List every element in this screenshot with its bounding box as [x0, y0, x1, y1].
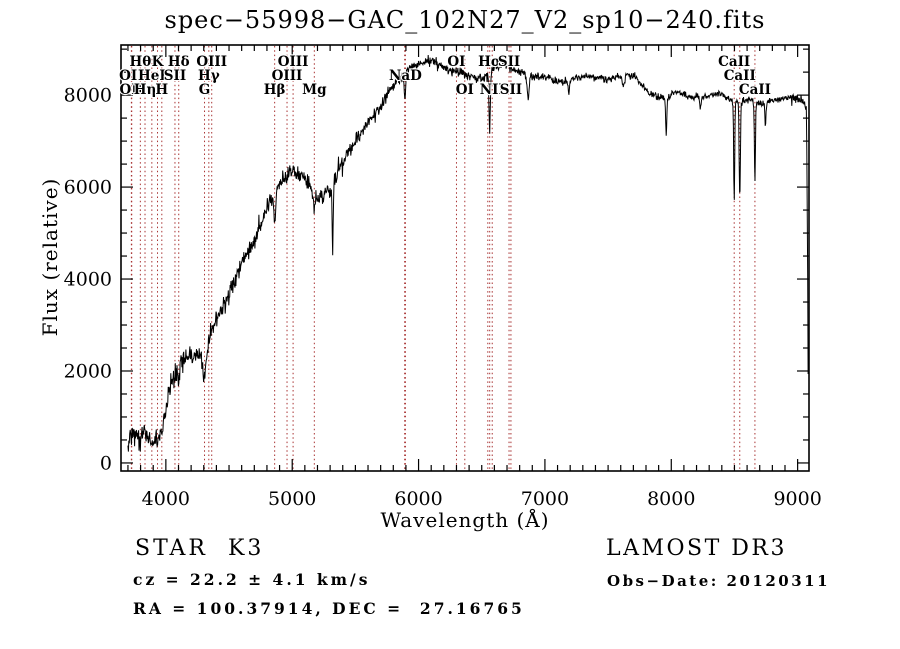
- spectral-line-label: SII: [500, 82, 522, 98]
- spectral-line-label: Hθ: [129, 54, 151, 70]
- spectral-line-label: OIII: [272, 68, 303, 84]
- spectral-line-label: OIII: [196, 54, 227, 70]
- spectral-line-label: OII: [120, 82, 144, 98]
- spectral-line-label: OI: [456, 82, 474, 98]
- classification-text: STAR K3: [135, 536, 265, 561]
- spectral-line-label: Mg: [302, 82, 327, 98]
- spectral-line-label: K: [152, 54, 165, 70]
- plot-frame: [120, 44, 810, 472]
- page-title: spec−55998−GAC_102N27_V2_sp10−240.fits: [164, 6, 766, 34]
- spectral-line-label: CaII: [724, 68, 756, 84]
- x-tick-label: 7000: [521, 488, 569, 510]
- spectral-line-label: Hδ: [168, 54, 190, 70]
- spectral-line-label: CaII: [739, 82, 771, 98]
- spectral-line-label: SII: [164, 68, 186, 84]
- spectral-line-label: Hβ: [264, 82, 286, 98]
- y-tick-label: 4000: [64, 269, 112, 291]
- radial-velocity-text: cz = 22.2 ± 4.1 km/s: [133, 570, 371, 589]
- spectral-line-label: G: [199, 82, 211, 98]
- x-tick-label: 9000: [773, 488, 821, 510]
- x-tick-label: 5000: [268, 488, 316, 510]
- coordinates-text: RA = 100.37914, DEC = 27.16765: [133, 599, 525, 618]
- spectral-line-label: OII: [119, 68, 143, 84]
- spectral-line-label: NII: [480, 82, 505, 98]
- spectral-line-label: OIII: [278, 54, 309, 70]
- spectral-line-label: HeI: [138, 68, 166, 84]
- survey-release-text: LAMOST DR3: [606, 536, 787, 561]
- y-tick-label: 6000: [64, 177, 112, 199]
- spectral-line-label: SII: [498, 54, 520, 70]
- spectrum-line: [127, 54, 809, 452]
- y-tick-label: 0: [100, 452, 112, 474]
- x-axis-label: Wavelength (Å): [380, 508, 550, 532]
- x-tick-label: 8000: [647, 488, 695, 510]
- spectral-line-label: Hγ: [198, 68, 220, 84]
- spectral-line-label: Hη: [134, 82, 157, 98]
- spectral-line-label: H: [155, 82, 168, 98]
- x-tick-label: 4000: [142, 488, 190, 510]
- spectral-line-label: NaD: [389, 68, 422, 84]
- y-tick-label: 8000: [64, 85, 112, 107]
- spectral-line-label: CaII: [718, 54, 750, 70]
- spectral-line-label: OI: [447, 54, 465, 70]
- x-tick-label: 6000: [394, 488, 442, 510]
- spectral-line-label: Hα: [478, 54, 502, 70]
- obs-date-text: Obs−Date: 20120311: [607, 572, 831, 590]
- y-tick-label: 2000: [64, 360, 112, 382]
